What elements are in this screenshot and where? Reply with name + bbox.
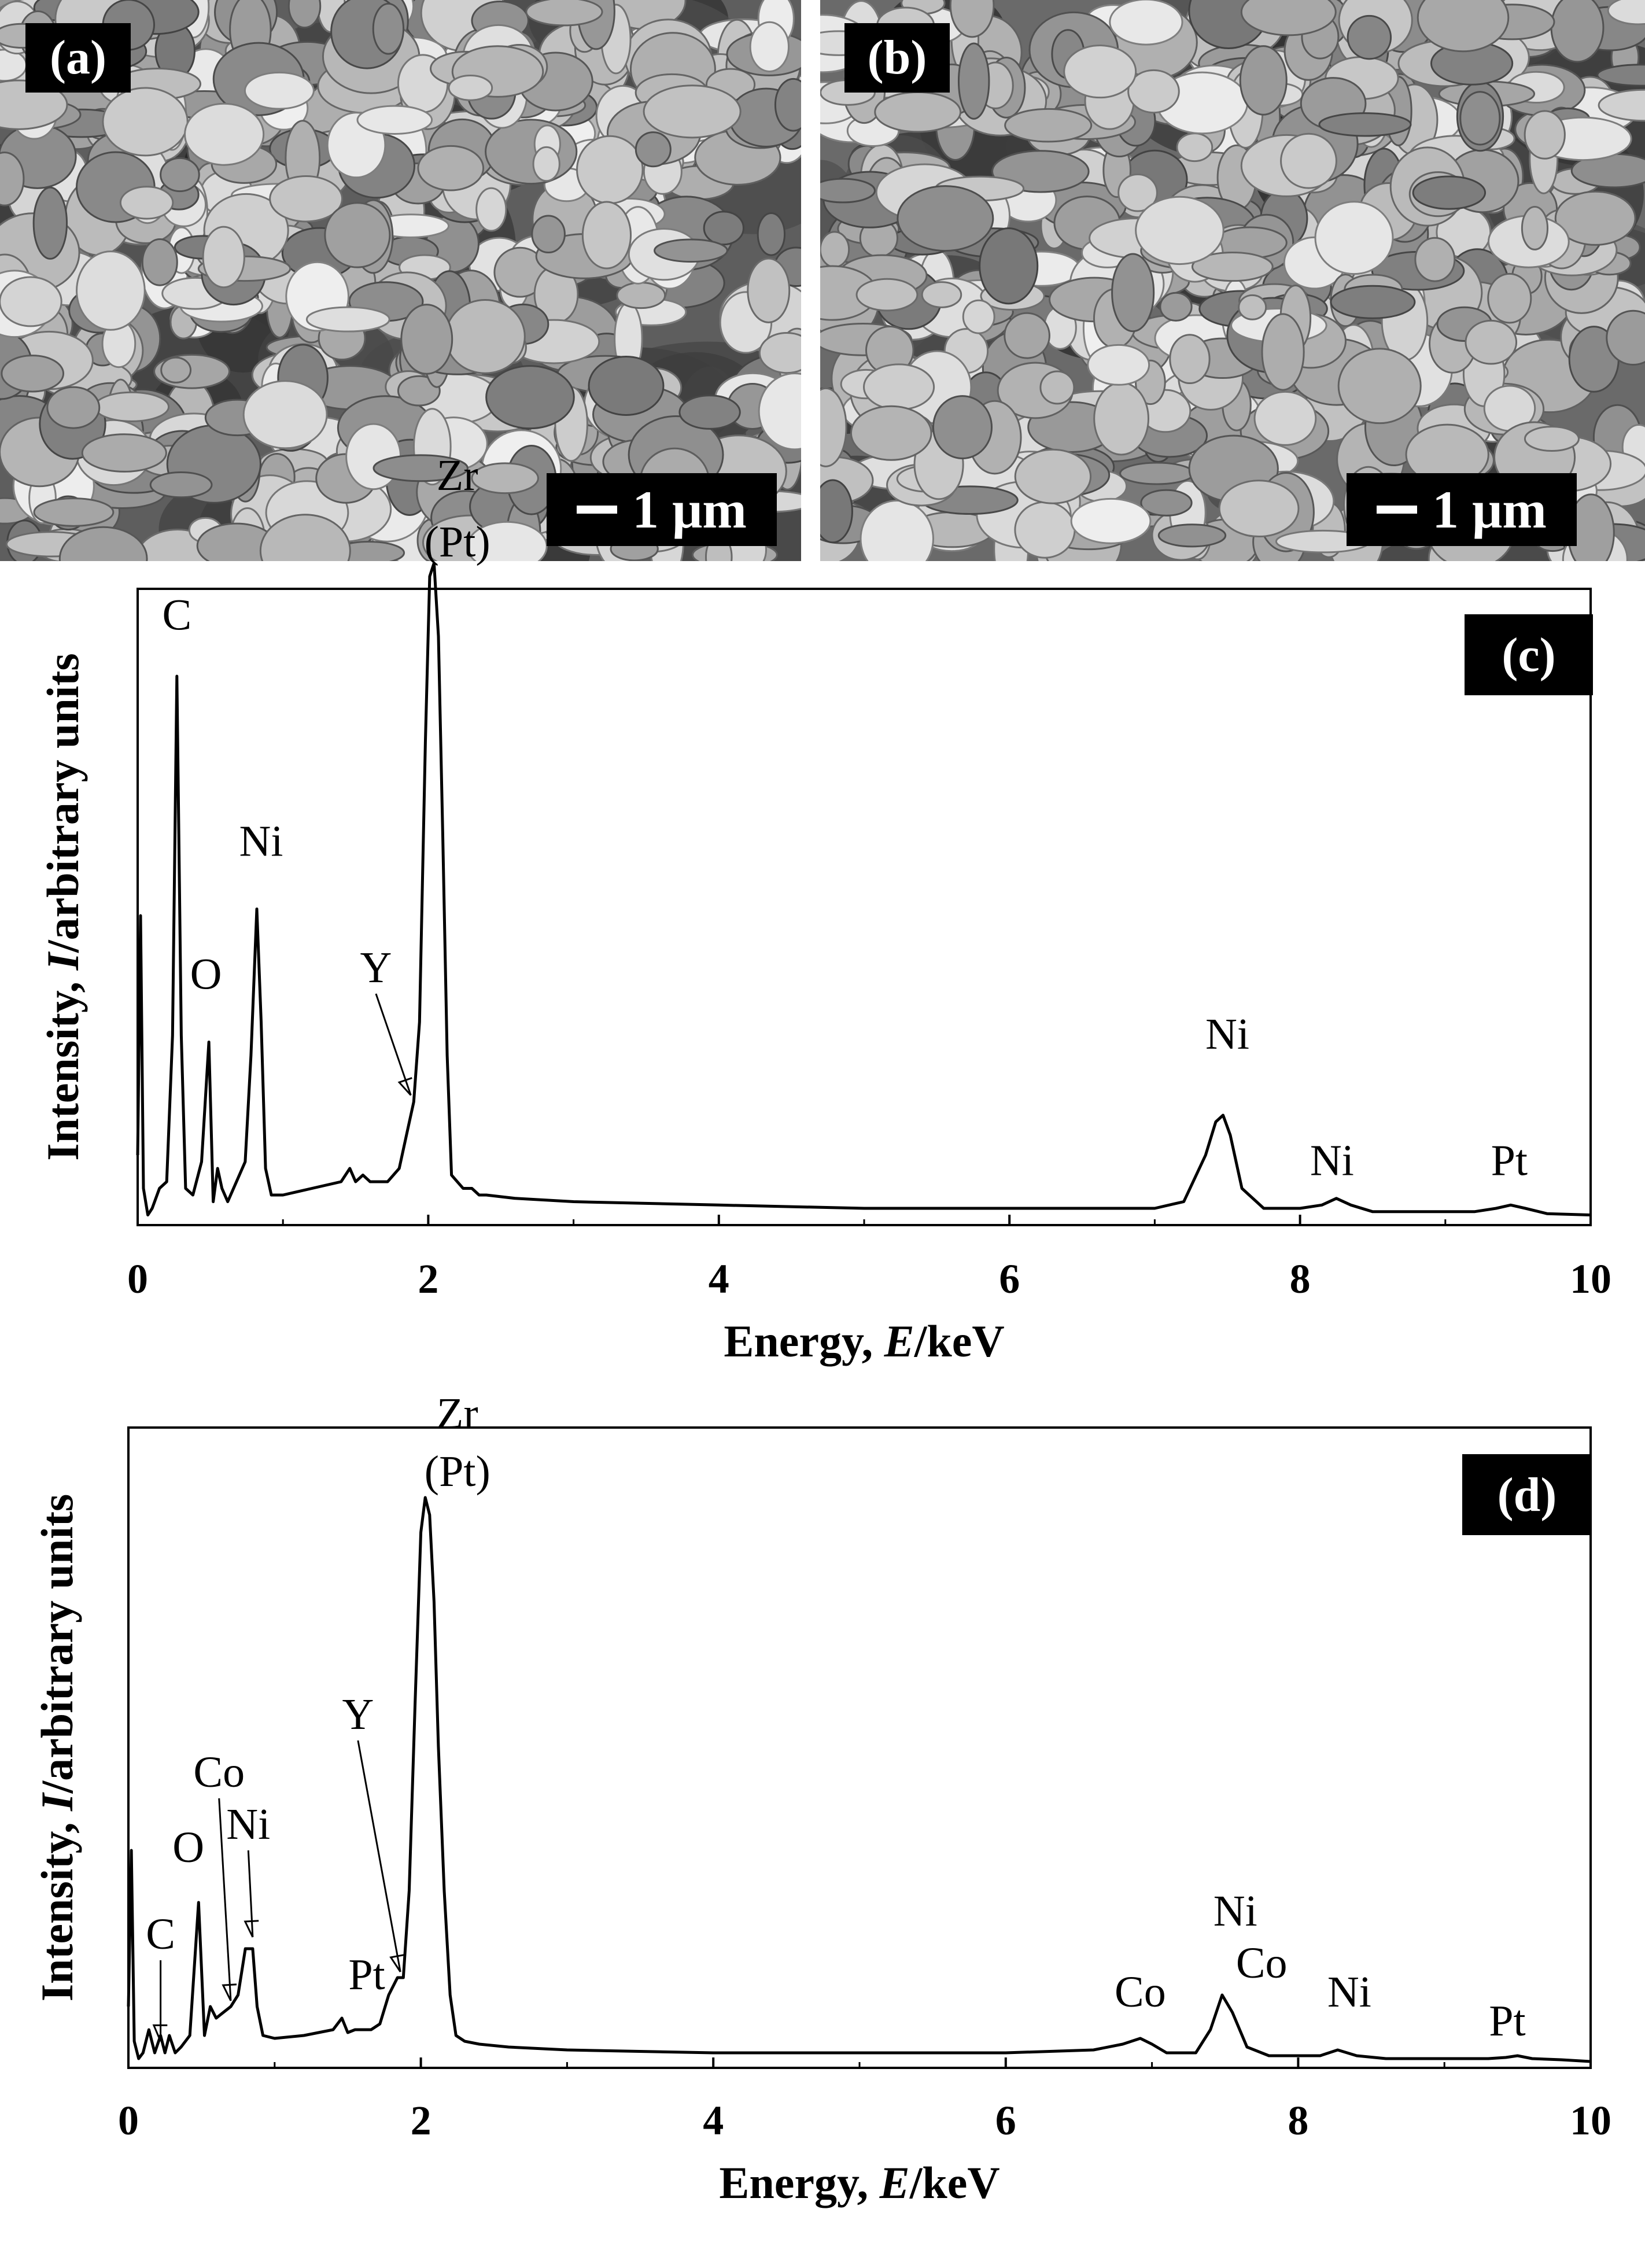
peak-label: C <box>146 1910 175 1959</box>
peak-label: Ni <box>1205 1010 1249 1059</box>
x-tick-label: 4 <box>709 1256 729 1302</box>
peak-label: Pt <box>1491 1137 1528 1185</box>
peak-arrowhead <box>152 2024 168 2042</box>
panel-label-a: (a) <box>25 23 131 93</box>
x-tick-label: 4 <box>703 2097 724 2144</box>
panel-label-box <box>1465 614 1593 695</box>
peak-label: Co <box>193 1748 245 1797</box>
peak-label: O <box>172 1823 204 1872</box>
x-tick-label: 2 <box>418 1256 438 1302</box>
peak-label: O <box>190 950 222 999</box>
peak-arrowhead <box>244 1920 259 1938</box>
peak-label: Ni <box>1214 1887 1257 1935</box>
x-tick-label: 0 <box>127 1256 148 1302</box>
peak-arrow <box>357 1740 401 1972</box>
plot-frame <box>137 588 1592 1226</box>
peak-label: Ni <box>1327 1968 1371 2016</box>
peak-label: Y <box>360 943 392 992</box>
scalebar-a: 1 μm <box>547 473 777 546</box>
peak-label: Y <box>342 1690 374 1739</box>
sem-image-a: (a) 1 μm <box>0 0 801 561</box>
peak-label: Zr <box>437 1389 478 1438</box>
x-tick-label: 10 <box>1570 1256 1611 1302</box>
scalebar-line <box>577 506 618 514</box>
x-tick-label: 2 <box>411 2097 431 2144</box>
y-axis-label: Intensity, I/arbitrary units <box>38 653 88 1161</box>
peak-label: (Pt) <box>425 518 490 566</box>
sem-grains-b <box>820 0 1645 561</box>
peak-label: Co <box>1236 1939 1288 1987</box>
sem-image-b: (b) 1 μm <box>820 0 1645 561</box>
panel-label: (d) <box>1498 1468 1557 1522</box>
peak-label: Ni <box>239 817 283 866</box>
x-tick-label: 10 <box>1570 2097 1611 2144</box>
peak-arrowhead <box>397 1077 412 1096</box>
y-axis-label: Intensity, I/arbitrary units <box>32 1494 82 2002</box>
peak-label: (Pt) <box>425 1447 490 1496</box>
panel-label-b: (b) <box>844 23 950 93</box>
peak-label: Ni <box>1310 1137 1354 1185</box>
peak-label: Co <box>1115 1968 1166 2016</box>
peak-label: Ni <box>226 1800 270 1849</box>
peak-arrow <box>375 993 412 1096</box>
peak-label: C <box>162 591 191 640</box>
peak-label: Pt <box>1489 1997 1525 2045</box>
spectrum-line <box>136 562 1591 1216</box>
peak-arrow <box>247 1850 254 1938</box>
x-axis-label: Energy, E/keV <box>719 2158 999 2208</box>
scalebar-line <box>1377 506 1418 514</box>
x-tick-label: 6 <box>995 2097 1016 2144</box>
scalebar-b: 1 μm <box>1347 473 1577 546</box>
spectrum-line <box>127 1496 1591 2063</box>
peak-arrowhead <box>389 1954 404 1972</box>
scalebar-text: 1 μm <box>1432 480 1547 539</box>
peak-arrow <box>218 1798 232 2001</box>
panel-label-box <box>1462 1454 1592 1535</box>
peak-label: Pt <box>348 1950 385 1999</box>
scalebar-text: 1 μm <box>632 480 747 539</box>
x-tick-label: 6 <box>999 1256 1020 1302</box>
x-tick-label: 8 <box>1290 1256 1311 1302</box>
spectrum-chart-1: 0 2 4 6 8 10 Energy, E/keV Intensity, I/arbitra… <box>32 1389 1611 2208</box>
x-axis-label: Energy, E/keV <box>724 1316 1004 1366</box>
x-tick-label: 0 <box>118 2097 139 2144</box>
panel-label: (c) <box>1502 628 1555 682</box>
peak-arrowhead <box>222 1983 237 2001</box>
peak-label: Zr <box>437 451 478 500</box>
x-tick-label: 8 <box>1288 2097 1308 2144</box>
spectrum-chart-0: 0 2 4 6 8 10 Energy, E/keV Intensity, I/arbitra… <box>38 451 1611 1366</box>
